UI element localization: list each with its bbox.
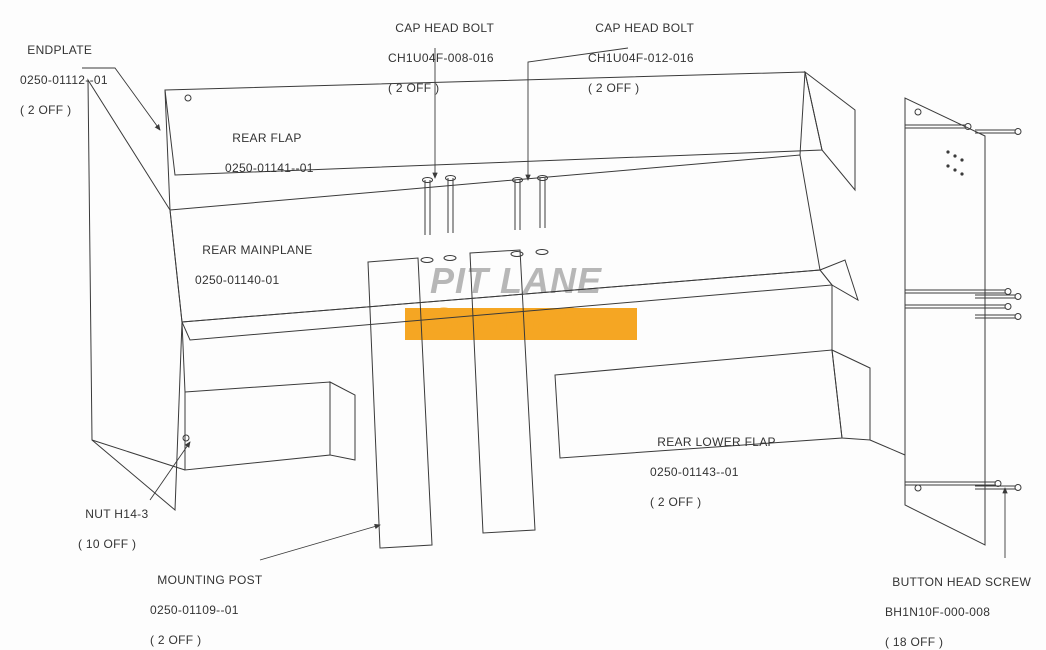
label-title: NUT H14-3 [85,507,148,521]
diagram-svg [0,0,1046,616]
label-nut: NUT H14-3 ( 10 OFF ) [78,492,148,552]
label-cap-bolt-a: CAP HEAD BOLT CH1U04F-008-016 ( 2 OFF ) [388,6,494,96]
label-part: 0250-01140-01 [195,273,279,287]
label-qty: ( 2 OFF ) [20,103,71,117]
label-title: REAR FLAP [232,131,301,145]
label-title: CAP HEAD BOLT [395,21,494,35]
label-part: 0250-01141--01 [225,161,314,175]
label-qty: ( 2 OFF ) [150,633,201,647]
label-qty: ( 2 OFF ) [388,81,439,95]
label-part: 0250-01143--01 [650,465,739,479]
label-mounting-post: MOUNTING POST 0250-01109--01 ( 2 OFF ) [150,558,263,648]
label-qty: ( 10 OFF ) [78,537,136,551]
label-title: REAR LOWER FLAP [657,435,776,449]
label-rear-flap: REAR FLAP 0250-01141--01 [225,116,314,176]
label-part: 0250-01112--01 [20,73,108,87]
label-part: CH1U04F-012-016 [588,51,694,65]
label-title: BUTTON HEAD SCREW [892,575,1031,589]
label-part: BH1N10F-000-008 [885,605,990,619]
label-title: CAP HEAD BOLT [595,21,694,35]
label-title: MOUNTING POST [157,573,262,587]
label-title: ENDPLATE [27,43,92,57]
label-qty: ( 18 OFF ) [885,635,943,649]
label-endplate: ENDPLATE 0250-01112--01 ( 2 OFF ) [20,28,108,118]
label-rear-mainplane: REAR MAINPLANE 0250-01140-01 [195,228,313,288]
label-part: 0250-01109--01 [150,603,239,617]
label-title: REAR MAINPLANE [202,243,312,257]
label-qty: ( 2 OFF ) [650,495,701,509]
label-qty: ( 2 OFF ) [588,81,639,95]
label-button-screw: BUTTON HEAD SCREW BH1N10F-000-008 ( 18 O… [885,560,1031,650]
label-rear-lower-flap: REAR LOWER FLAP 0250-01143--01 ( 2 OFF ) [650,420,776,510]
label-cap-bolt-b: CAP HEAD BOLT CH1U04F-012-016 ( 2 OFF ) [588,6,694,96]
label-part: CH1U04F-008-016 [388,51,494,65]
